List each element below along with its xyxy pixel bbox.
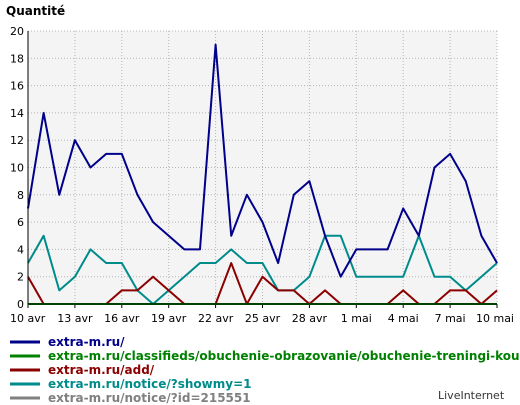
y-tick-label: 8 (17, 189, 24, 202)
x-tick-label: 4 mai (388, 312, 419, 325)
x-tick-label: 22 avr (198, 312, 234, 325)
y-tick-label: 10 (10, 162, 24, 175)
x-tick-label: 1 mai (341, 312, 372, 325)
y-axis-title: Quantité (6, 4, 65, 18)
x-tick-label: 7 mai (435, 312, 466, 325)
grid (27, 30, 498, 305)
y-tick-label: 4 (17, 243, 24, 256)
y-tick-label: 0 (17, 298, 24, 311)
x-tick-label: 16 avr (104, 312, 140, 325)
y-tick-label: 18 (10, 52, 24, 65)
y-tick-label: 14 (10, 107, 24, 120)
y-tick-label: 2 (17, 271, 24, 284)
x-tick-label: 25 avr (245, 312, 281, 325)
y-tick-label: 16 (10, 80, 24, 93)
legend-label: extra-m.ru/notice/?showmy=1 (48, 377, 252, 391)
y-tick-label: 12 (10, 134, 24, 147)
legend-label: extra-m.ru/classifieds/obuchenie-obrazov… (48, 349, 520, 363)
x-axis-ticks: 10 avr 13 avr 16 avr 19 avr 22 avr 25 avr 28 a… (10, 304, 514, 325)
x-tick-label: 10 mai (476, 312, 514, 325)
x-tick-label: 19 avr (151, 312, 187, 325)
legend-label: extra-m.ru/notice/?id=215551 (48, 391, 251, 405)
legend-label: extra-m.ru/ (48, 335, 125, 349)
x-tick-label: 10 avr (10, 312, 46, 325)
x-tick-label: 28 avr (292, 312, 328, 325)
brand-label: LiveInternet (438, 389, 505, 402)
series-line-0 (27, 43, 498, 278)
y-tick-label: 6 (17, 216, 24, 229)
y-axis-ticks: 0 2 4 6 8 10 12 14 16 18 20 (10, 25, 24, 311)
y-tick-label: 20 (10, 25, 24, 38)
legend-label: extra-m.ru/add/ (48, 363, 155, 377)
legend: extra-m.ru/extra-m.ru/classifieds/obuche… (10, 335, 520, 405)
x-tick-label: 13 avr (57, 312, 93, 325)
